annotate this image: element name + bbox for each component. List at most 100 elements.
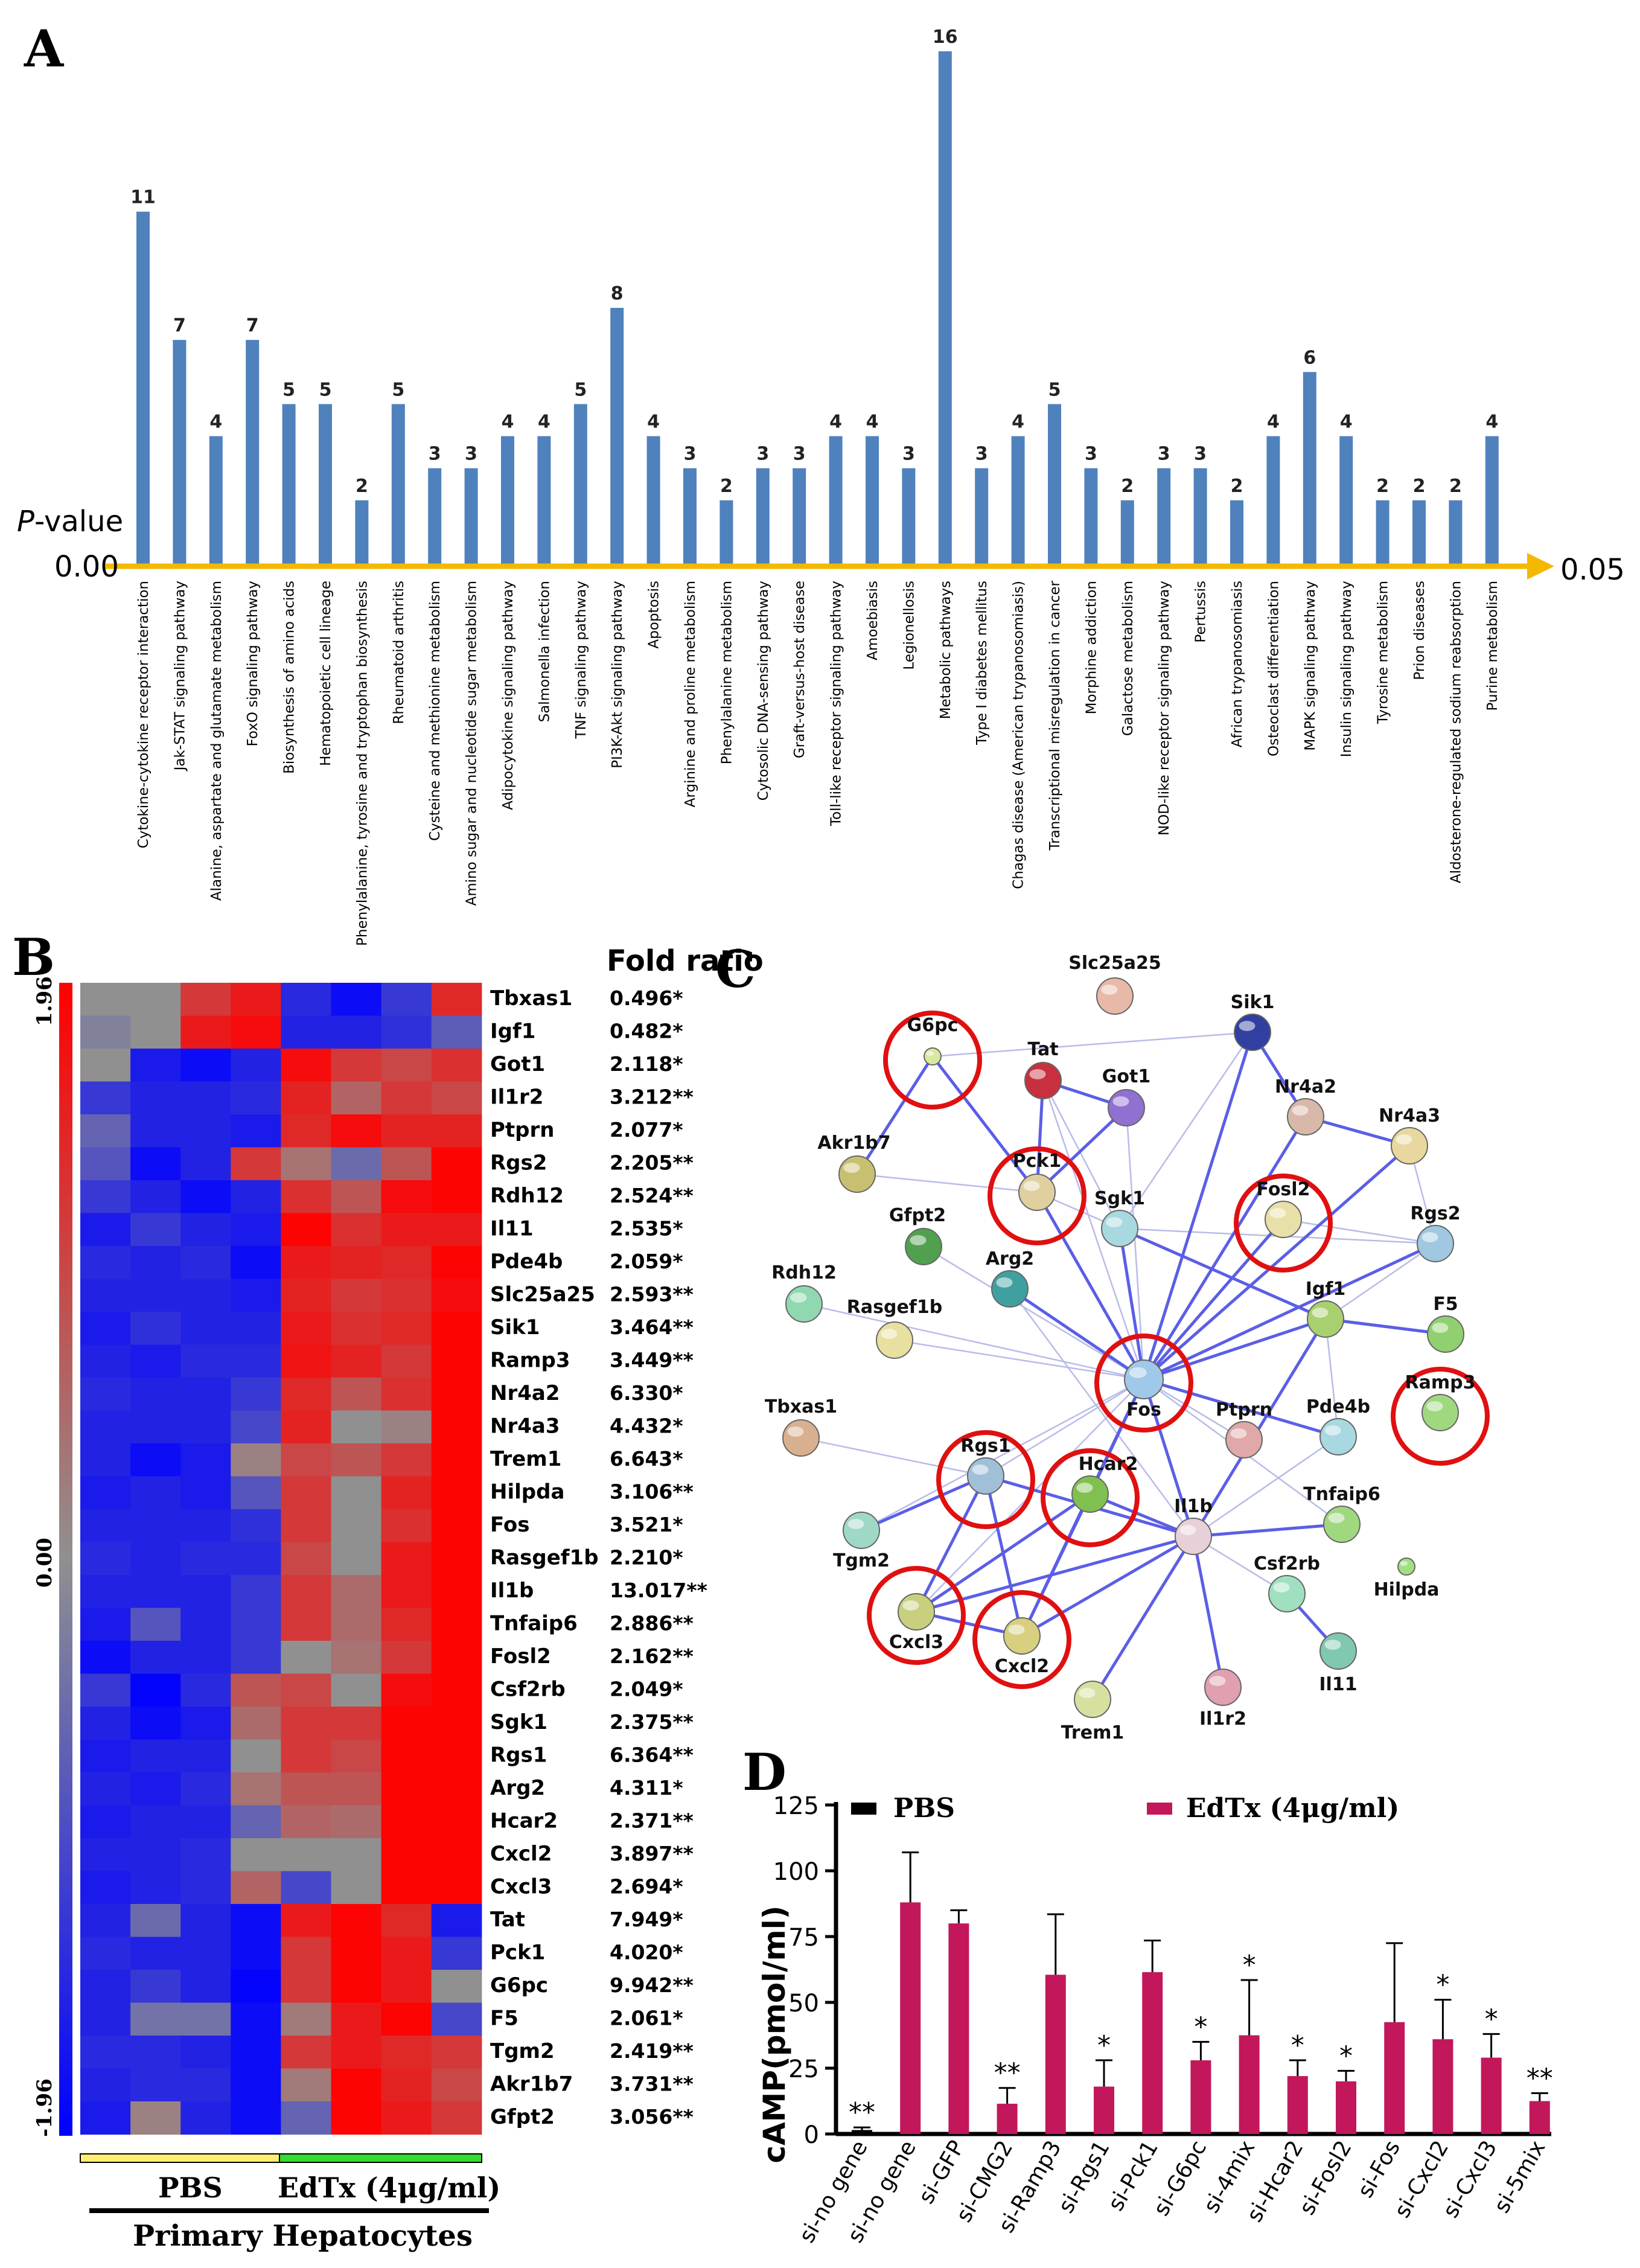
panel-a-category-label: Cytosolic DNA-sensing pathway <box>756 581 771 800</box>
panel-c-node-highlight <box>1209 1676 1226 1686</box>
panel-b-heat-cell <box>80 1641 131 1675</box>
panel-a-bar <box>428 468 442 564</box>
panel-b-gene-label: Cxcl3 <box>490 1875 552 1899</box>
panel-c-edge <box>984 1475 1024 1637</box>
panel-b-heat-cell <box>431 2002 482 2036</box>
panel-b-heat-cell <box>180 1015 231 1049</box>
panel-a-letter: A <box>24 19 65 78</box>
panel-b-heat-cell <box>231 1476 281 1510</box>
panel-d-y-tick-label: 0 <box>804 2121 819 2149</box>
panel-a-bar-label: 3 <box>1194 444 1207 465</box>
panel-a-bar <box>1230 500 1243 564</box>
panel-b-heat-cell <box>381 1344 432 1378</box>
panel-b-heat-cell <box>381 2101 432 2135</box>
panel-c-edge <box>1035 1191 1146 1381</box>
panel-b-heat-cell <box>281 1904 332 1938</box>
panel-d-bar <box>900 1902 921 2134</box>
panel-c-node-label: Arg2 <box>986 1248 1034 1270</box>
panel-b-heat-cell <box>80 1673 131 1707</box>
panel-c-node-highlight <box>1273 1582 1290 1592</box>
panel-c-edge <box>1143 1378 1339 1439</box>
panel-a-category-label: NOD-like receptor signaling pathway <box>1157 581 1172 835</box>
panel-b-fold-ratios: 0.496* 0.482* 2.118* 3.212** 2.077* 2.205** 2.… <box>610 986 707 2129</box>
panel-c-node <box>1319 1418 1357 1455</box>
panel-a-bar-label: 2 <box>1121 476 1134 497</box>
panel-c-edge <box>1020 1493 1092 1637</box>
panel-b-heat-cell <box>281 1213 332 1247</box>
panel-b-fold-ratio: 2.419** <box>610 2039 694 2063</box>
panel-b-heat-cell <box>431 1805 482 1839</box>
panel-b-heat-cell <box>431 1707 482 1740</box>
panel-a-category-label: Adipocytokine signaling pathway <box>500 581 516 810</box>
panel-b-heat-cell <box>381 983 432 1017</box>
panel-c-node-label: Tnfaip6 <box>1303 1484 1380 1505</box>
panel-a-category-label: Cysteine and methionine metabolism <box>427 581 443 841</box>
panel-a-category-label: Prion diseases <box>1412 581 1428 680</box>
panel-b-heat-cell <box>80 1509 131 1543</box>
panel-b-heat-cell <box>431 2068 482 2102</box>
panel-b-heat-cell <box>431 1443 482 1477</box>
panel-c-edge-weak <box>857 1173 1038 1193</box>
panel-b-heat-cell <box>281 1772 332 1806</box>
panel-a-category-label: Amoebiasis <box>865 581 881 660</box>
panel-b-heat-cell <box>80 1114 131 1148</box>
panel-b-gene-label: Rgs1 <box>490 1743 547 1768</box>
panel-d-y-tick-label: 75 <box>788 1924 819 1952</box>
panel-b-fold-ratio: 3.731** <box>610 2072 694 2096</box>
panel-c-node <box>1225 1421 1263 1458</box>
panel-b-heat-cell <box>130 1410 181 1444</box>
panel-b-heat-cell <box>431 1476 482 1510</box>
panel-c-edge <box>916 1535 1194 1614</box>
panel-b-heat-cell <box>80 1838 131 1872</box>
panel-d-bar <box>1481 2057 1502 2134</box>
panel-b-heat-cell <box>381 1871 432 1905</box>
panel-c-highlight-ring <box>867 1566 966 1665</box>
panel-c-node <box>1024 1062 1062 1099</box>
panel-a-bar-label: 2 <box>1376 476 1389 497</box>
panel-a-bar-label: 4 <box>538 412 550 433</box>
panel-b-heat-cell <box>281 1443 332 1477</box>
panel-b-heat-cell <box>130 1312 181 1346</box>
panel-b-heat-cell <box>231 1904 281 1938</box>
panel-a-category-label: Alanine, aspartate and glutamate metabol… <box>209 581 225 901</box>
panel-c-node-highlight <box>1324 1425 1341 1436</box>
panel-c-edges <box>800 1031 1446 1701</box>
panel-b-heat-cell <box>381 1937 432 1970</box>
panel-b-edtx-label: EdTx (4μg/ml) <box>278 2171 500 2204</box>
panel-c-node-highlight <box>1328 1513 1345 1523</box>
panel-b-gene-label: Hcar2 <box>490 1809 558 1833</box>
panel-d-bar <box>1045 1975 1066 2134</box>
panel-b-heat-cell <box>231 1509 281 1543</box>
panel-c-node-label: Cxcl2 <box>995 1656 1049 1677</box>
panel-a-category-label: Arginine and proline metabolism <box>683 581 698 807</box>
panel-a-category-label: Graft-versus-host disease <box>792 581 808 758</box>
panel-b-heat-cell <box>180 1114 231 1148</box>
panel-a-bar <box>938 51 952 564</box>
panel-a-bar <box>209 436 223 564</box>
panel-b-heat-cell <box>331 1970 382 2004</box>
panel-b-heat-cell <box>281 1608 332 1641</box>
panel-c-node <box>782 1419 820 1457</box>
panel-b-heat-cell <box>130 1279 181 1312</box>
panel-d-significance: * <box>1097 2030 1111 2061</box>
panel-b-heat-cell <box>281 1015 332 1049</box>
panel-b-heat-cell <box>130 983 181 1017</box>
panel-b-heat-cell <box>130 1542 181 1576</box>
panel-b-heat-cell <box>130 1970 181 2004</box>
panel-c-node <box>1427 1315 1464 1353</box>
panel-b-heatmap-cells <box>80 983 482 2135</box>
panel-b-heat-cell <box>331 1575 382 1609</box>
panel-d-significance: * <box>1243 1950 1256 1981</box>
panel-b-heat-cell <box>231 1641 281 1675</box>
panel-a-bar-label: 4 <box>1012 412 1024 433</box>
panel-b-heat-cell <box>231 1344 281 1378</box>
panel-b-heat-cell <box>180 1378 231 1411</box>
panel-b-heat-cell <box>331 1180 382 1214</box>
panel-d-category-label: si-Fos <box>1353 2136 1405 2202</box>
panel-b-letter: B <box>12 927 55 987</box>
panel-b-heat-cell <box>231 1739 281 1773</box>
panel-c-node-highlight <box>926 1051 934 1056</box>
panel-b-heat-cell <box>130 1838 181 1872</box>
panel-b-heat-cell <box>180 983 231 1017</box>
panel-c-node <box>1307 1300 1344 1338</box>
